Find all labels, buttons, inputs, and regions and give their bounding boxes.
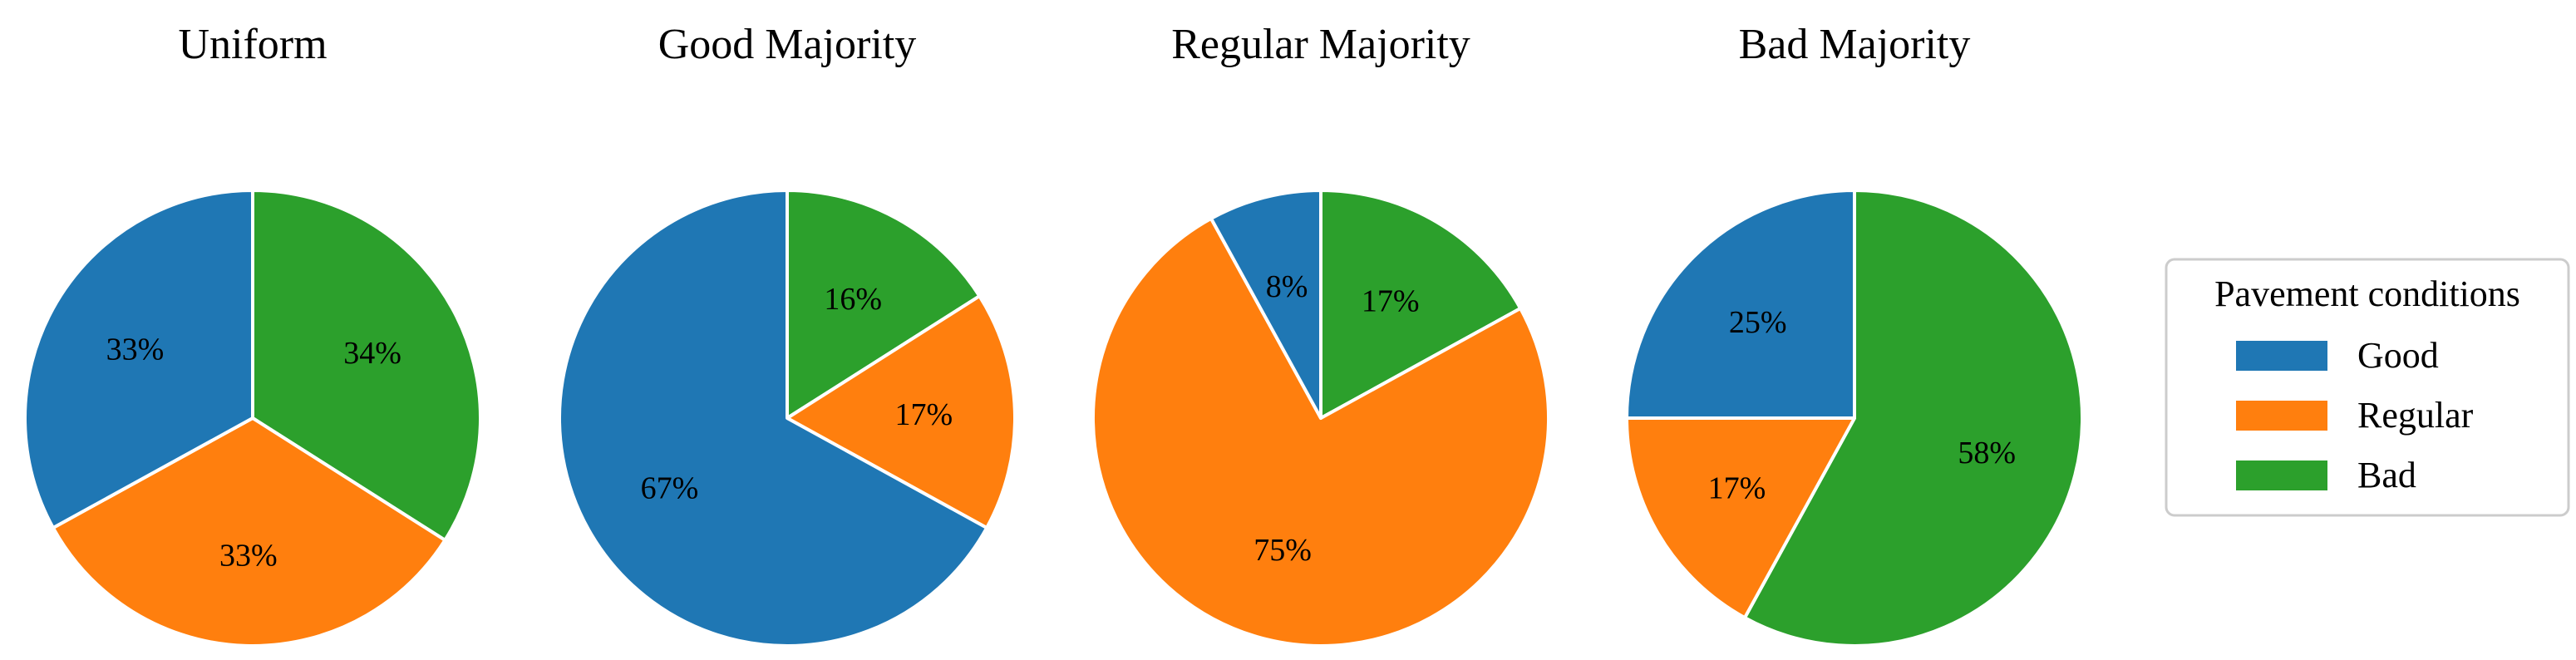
pie-slice-regular — [1091, 216, 1550, 648]
slice-label-bad: 34% — [343, 336, 401, 371]
legend-title: Pavement conditions — [2214, 273, 2520, 314]
pie-slice-good — [1625, 189, 1856, 420]
legend-box — [2165, 258, 2570, 517]
pie-slice-regular — [1625, 416, 1856, 620]
pies-group: Uniform 34% 33% 33% Good Majority 16% 17% 67% Re… — [23, 21, 2084, 648]
slice-label-good: 25% — [1729, 305, 1787, 340]
slice-label-regular: 17% — [894, 397, 953, 432]
legend: Pavement conditions Good Regular Bad — [2165, 258, 2570, 517]
legend-swatch-good — [2236, 341, 2327, 371]
slice-label-bad: 58% — [1958, 436, 2016, 470]
slice-label-bad: 17% — [1362, 283, 1420, 318]
pie-good-majority: Good Majority 16% 17% 67% — [558, 21, 1017, 648]
slice-label-regular: 33% — [219, 538, 278, 573]
pie-slice-good — [23, 189, 254, 529]
pie-title: Regular Majority — [1171, 21, 1470, 68]
pie-slice-good — [1209, 189, 1322, 420]
legend-swatch-regular — [2236, 401, 2327, 431]
slice-label-regular: 17% — [1708, 471, 1766, 506]
pie-uniform: Uniform 34% 33% 33% — [23, 21, 482, 648]
legend-swatch-bad — [2236, 461, 2327, 490]
slice-label-bad: 16% — [824, 282, 882, 317]
pie-slice-bad — [1743, 189, 2084, 648]
pie-slice-regular — [786, 294, 1017, 529]
legend-label-regular: Regular — [2357, 395, 2474, 436]
pie-title: Uniform — [178, 21, 327, 68]
pie-title: Good Majority — [658, 21, 917, 68]
legend-entries: Good Regular Bad — [2236, 335, 2474, 495]
pie-slice-bad — [1319, 189, 1523, 420]
legend-label-good: Good — [2357, 335, 2439, 376]
pie-regular-majority: Regular Majority 17% 75% 8% — [1091, 21, 1550, 648]
slice-label-good: 33% — [106, 332, 165, 367]
pie-title: Bad Majority — [1739, 21, 1971, 68]
pie-bad-majority: Bad Majority 58% 17% 25% — [1625, 21, 2084, 648]
slice-label-good: 67% — [641, 471, 699, 506]
pie-slice-good — [558, 189, 989, 648]
pie-slice-bad — [786, 189, 982, 420]
slice-label-regular: 75% — [1254, 533, 1312, 568]
slice-label-good: 8% — [1266, 269, 1308, 304]
legend-label-bad: Bad — [2357, 455, 2416, 495]
